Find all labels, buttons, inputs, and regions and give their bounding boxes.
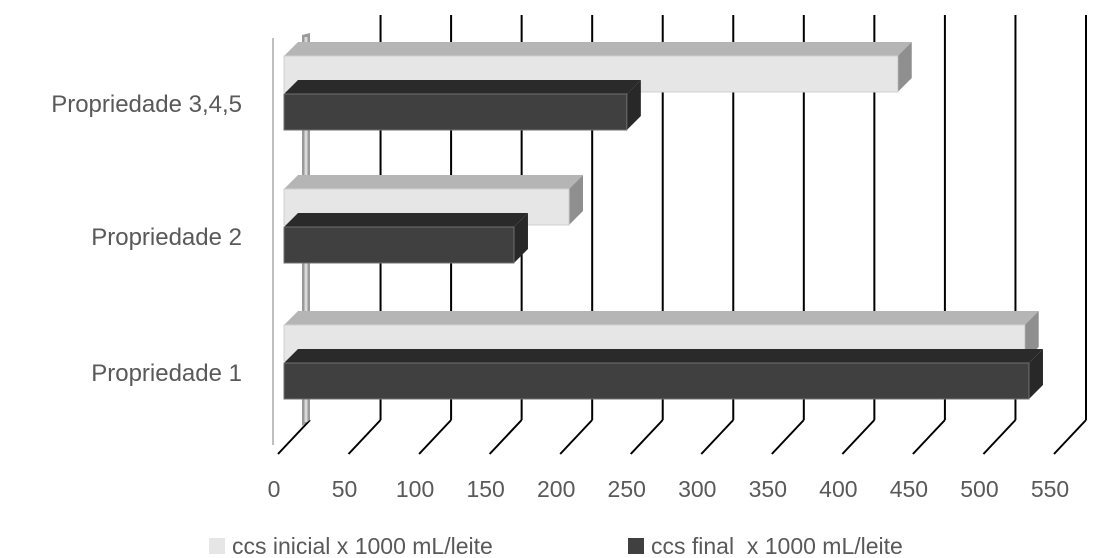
bar-side-face <box>513 213 528 263</box>
bar-side-face <box>626 80 641 130</box>
floor-gridline <box>277 419 311 455</box>
bar-side-face <box>1028 349 1043 399</box>
x-tick-label: 100 <box>396 476 434 502</box>
legend-swatch-inicial <box>209 538 225 554</box>
x-tick-label: 400 <box>819 476 857 502</box>
x-tick-label: 200 <box>537 476 575 502</box>
y-axis-category-labels: Propriedade 1 Propriedade 2 Propriedade 3,… <box>51 91 242 387</box>
floor-gridline <box>629 419 664 455</box>
floor-gridline <box>488 419 523 455</box>
bar-front-face <box>283 362 1030 400</box>
bar-top-face <box>284 311 1039 325</box>
x-tick-label: 50 <box>332 476 358 502</box>
bar-front-face <box>283 93 628 131</box>
x-tick-label: 250 <box>608 476 646 502</box>
floor-gridline <box>771 419 805 455</box>
bar <box>283 213 528 264</box>
x-axis-tick-labels: 0 50 100 150 200 250 300 350 400 450 500 550 <box>268 476 1070 502</box>
x-tick-label: 500 <box>960 476 998 502</box>
x-tick-label: 550 <box>1031 476 1069 502</box>
bars <box>283 42 1043 400</box>
bar-top-face <box>284 175 584 189</box>
category-label: Propriedade 3,4,5 <box>51 91 242 118</box>
legend-label-inicial: ccs inicial x 1000 mL/leite <box>232 533 493 558</box>
x-tick-label: 150 <box>466 476 504 502</box>
bar <box>283 42 912 93</box>
x-tick-label: 0 <box>268 476 281 502</box>
x-tick-label: 450 <box>890 476 928 502</box>
floor-gridline <box>347 419 382 455</box>
bar-side-face <box>569 175 584 225</box>
floor-gridline <box>1053 419 1087 455</box>
floor-gridline <box>912 419 946 455</box>
x-tick-label: 300 <box>678 476 716 502</box>
bar-front-face <box>283 226 515 264</box>
floor-gridline <box>559 419 593 455</box>
bar-top-face <box>284 349 1043 363</box>
legend-swatch-final <box>628 538 644 554</box>
bar-top-face <box>284 213 528 227</box>
legend: ccs inicial x 1000 mL/leite ccs final x … <box>209 533 903 558</box>
bar-top-face <box>284 42 912 56</box>
bar-side-face <box>897 42 912 92</box>
category-label: Propriedade 1 <box>91 360 242 387</box>
bar-side-face <box>1024 311 1039 361</box>
category-label: Propriedade 2 <box>91 224 242 251</box>
bar-top-face <box>284 80 641 94</box>
floor-gridline <box>982 419 1017 455</box>
floor-gridline <box>841 419 876 455</box>
floor-gridline <box>700 419 735 455</box>
x-tick-label: 350 <box>749 476 787 502</box>
bar <box>283 349 1043 400</box>
legend-label-final: ccs final x 1000 mL/leite <box>651 533 903 558</box>
bar <box>283 80 641 131</box>
floor-gridline <box>418 419 452 455</box>
